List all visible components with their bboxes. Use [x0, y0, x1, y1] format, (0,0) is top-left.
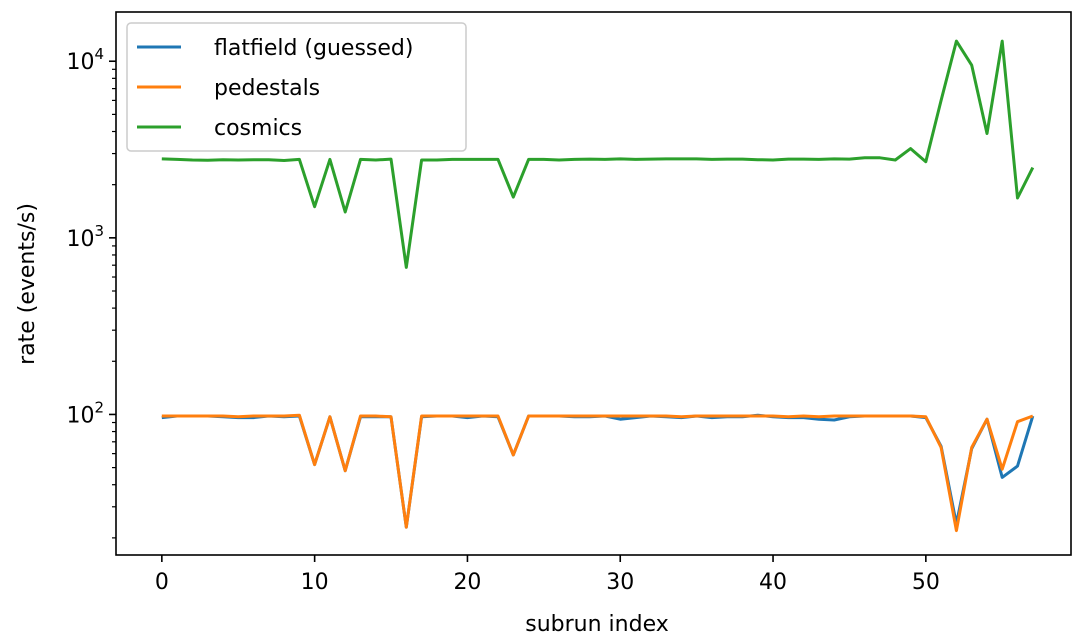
x-tick-label: 30 [606, 570, 634, 595]
legend-label-0: flatfield (guessed) [214, 36, 413, 61]
y-tick-label: 104 [66, 45, 104, 75]
x-tick-label: 0 [155, 570, 169, 595]
legend-frame [126, 22, 467, 152]
plot-frame [115, 11, 1072, 556]
y-axis-label: rate (events/s) [15, 203, 40, 365]
series-layer [161, 39, 1035, 533]
legend-label-2: cosmics [214, 116, 302, 141]
y-tick-label: 103 [66, 222, 104, 252]
y-tick-label: 102 [66, 398, 104, 428]
x-tick-label: 50 [912, 570, 940, 595]
series-line-1 [161, 413, 1034, 533]
x-tick-label: 20 [453, 570, 481, 595]
axes-layer: 0 10 20 30 40 50 102 103 104 [66, 45, 939, 595]
x-tick-label: 10 [301, 570, 329, 595]
x-axis-label: subrun index [525, 612, 668, 637]
series-line-2 [161, 39, 1035, 269]
x-tick-label: 40 [759, 570, 787, 595]
legend: flatfield (guessed) pedestals cosmics [126, 22, 467, 152]
legend-label-1: pedestals [214, 76, 320, 101]
